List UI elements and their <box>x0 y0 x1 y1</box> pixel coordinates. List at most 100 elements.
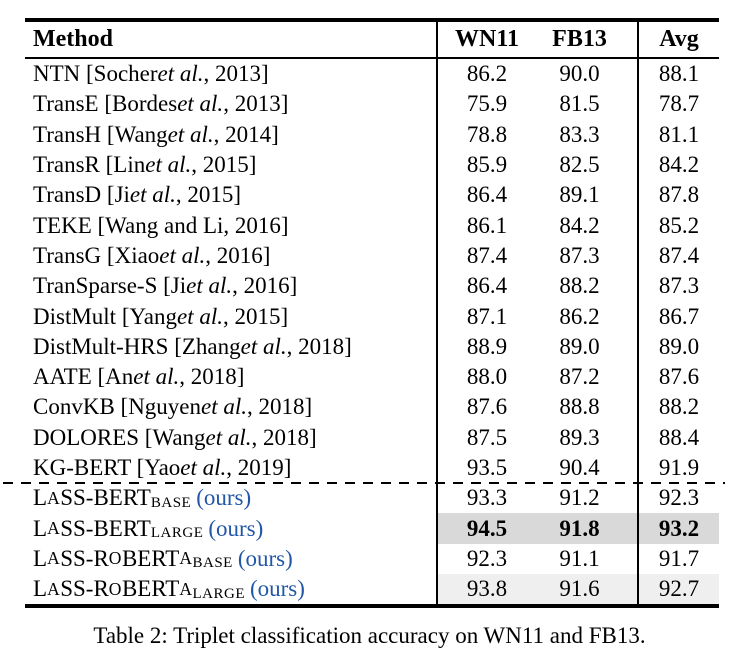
method-text: L <box>33 485 48 511</box>
method-text: A <box>47 578 61 599</box>
fb13-score: 86.2 <box>559 303 600 329</box>
avg-score: 88.4 <box>637 422 719 453</box>
method-text: SS-R <box>60 545 109 571</box>
method-text: , 2018] <box>179 364 245 390</box>
method-text: , 2018] <box>251 424 317 450</box>
fb13-score: 91.6 <box>536 574 637 605</box>
fb13-score: 81.5 <box>559 91 600 117</box>
method-text: SS-BERT <box>60 485 151 511</box>
method-cell: L A SS-R O BERT A LARGE (ours) <box>25 574 436 604</box>
wn11-score: 86.2 <box>436 59 536 90</box>
fb13-score: 89.0 <box>559 333 600 359</box>
method-text: LARGE <box>150 525 204 542</box>
method-text: , 2015] <box>175 182 242 208</box>
method-cell: L A SS-BERT LARGE (ours) <box>25 513 436 543</box>
method-text: A <box>179 548 193 569</box>
method-cell: TransD [Ji et al., 2015] <box>25 180 436 210</box>
fb13-score: 88.2 <box>559 273 600 299</box>
results-table: Method WN11 FB13 Avg NTN [Socher et al.,… <box>3 18 725 609</box>
fb13-score: 91.8 <box>536 513 637 544</box>
method-cell: TranSparse-S [Ji et al., 2016] <box>25 271 436 301</box>
method-text: et al. <box>177 91 224 117</box>
avg-score: 93.2 <box>637 513 719 544</box>
method-text: , 2014] <box>213 121 279 147</box>
method-text: BERT <box>121 545 180 571</box>
method-text: et al. <box>186 273 233 299</box>
method-cell: TransR [Lin et al., 2015] <box>25 150 436 180</box>
method-text: DOLORES [Wang <box>33 424 206 450</box>
avg-score: 87.8 <box>637 180 719 211</box>
method-text: et al. <box>180 455 227 480</box>
method-text: O <box>108 578 122 599</box>
fb13-score: 87.2 <box>559 364 600 390</box>
table-row: DistMult-HRS [Zhang et al., 2018] 88.9 89.… <box>25 331 719 362</box>
table-body: NTN [Socher et al., 2013] 86.2 90.0 88.1 Tra… <box>3 59 725 605</box>
method-text: SS-R <box>60 576 109 602</box>
table-row: L A SS-R O BERT A BASE (ours) 92.3 91.1 91.7 <box>25 543 719 575</box>
wn11-score: 88.9 <box>436 331 536 362</box>
table-row: TranSparse-S [Ji et al., 2016] 86.4 88.2 87… <box>25 271 719 302</box>
wn11-score: 93.8 <box>436 574 536 605</box>
header-avg: Avg <box>637 22 719 57</box>
method-text: TransE [Bordes <box>33 91 178 117</box>
method-text: A <box>47 548 61 569</box>
fb13-score: 89.3 <box>559 424 600 450</box>
method-cell: NTN [Socher et al., 2013] <box>25 59 436 89</box>
method-text: , 2015] <box>191 152 257 178</box>
method-text: et al. <box>129 182 176 208</box>
method-text: et al. <box>201 394 248 420</box>
wn11-score: 86.4 <box>436 271 536 302</box>
table-top-rule <box>25 18 719 22</box>
fb13-score: 82.5 <box>559 152 600 178</box>
avg-score: 78.7 <box>637 89 719 120</box>
method-text: TransG [Xiao <box>33 242 160 268</box>
method-text: et al. <box>145 152 192 178</box>
method-text: BASE <box>192 555 233 572</box>
fb13-score: 88.8 <box>559 394 600 420</box>
method-text: , 2013] <box>223 91 289 117</box>
avg-score: 88.2 <box>637 392 719 423</box>
method-text: L <box>33 545 48 571</box>
table-row: DistMult [Yang et al., 2015] 87.1 86.2 86.7 <box>25 301 719 332</box>
method-text: KG-BERT [Yao <box>33 455 181 480</box>
wn11-score: 85.9 <box>436 149 536 181</box>
table-row: NTN [Socher et al., 2013] 86.2 90.0 88.1 <box>25 59 719 90</box>
avg-score: 88.1 <box>637 59 719 90</box>
method-cell: AATE [An et al., 2018] <box>25 362 436 392</box>
method-text: O <box>108 548 122 569</box>
method-text: TransD [Ji <box>33 182 130 208</box>
method-cell: ConvKB [Nguyen et al., 2018] <box>25 392 436 422</box>
wn11-score: 93.3 <box>436 483 536 514</box>
wn11-score: 88.0 <box>436 361 536 393</box>
method-cell: DistMult-HRS [Zhang et al., 2018] <box>25 332 436 362</box>
wn11-score: 87.4 <box>436 240 536 272</box>
wn11-score: 75.9 <box>436 89 536 120</box>
wn11-score: 92.3 <box>436 543 536 575</box>
table-row: TransR [Lin et al., 2015] 85.9 82.5 84.2 <box>25 149 719 181</box>
fb13-score: 91.2 <box>559 485 600 511</box>
method-text: , 2015] <box>223 303 289 329</box>
method-text: AATE [An <box>33 364 134 390</box>
avg-score: 87.4 <box>637 240 719 272</box>
method-text: ConvKB [Nguyen <box>33 394 202 420</box>
method-text: BERT <box>121 576 180 602</box>
fb13-score: 84.2 <box>559 212 600 238</box>
table-row: AATE [An et al., 2018] 88.0 87.2 87.6 <box>25 361 719 393</box>
method-text: et al. <box>157 61 204 87</box>
method-text: NTN [Socher <box>33 61 158 87</box>
header-method: Method <box>33 26 113 52</box>
table-bottom-rule <box>25 604 719 609</box>
avg-score: 87.6 <box>637 361 719 393</box>
method-text: TranSparse-S [Ji <box>33 273 187 299</box>
method-text: TEKE [Wang and Li, 2016] <box>33 212 289 238</box>
avg-score: 87.3 <box>637 271 719 302</box>
method-text: et al. <box>177 303 223 329</box>
table-row: TransE [Bordes et al., 2013] 75.9 81.5 78.7 <box>25 89 719 120</box>
method-text: et al. <box>133 364 180 390</box>
avg-score: 91.7 <box>637 543 719 575</box>
wn11-score: 78.8 <box>436 119 536 150</box>
method-cell: TransE [Bordes et al., 2013] <box>25 89 436 119</box>
avg-score: 86.7 <box>637 301 719 332</box>
avg-score: 81.1 <box>637 119 719 150</box>
table-row: L A SS-R O BERT A LARGE (ours) 93.8 91.6 92.7 <box>25 574 719 605</box>
